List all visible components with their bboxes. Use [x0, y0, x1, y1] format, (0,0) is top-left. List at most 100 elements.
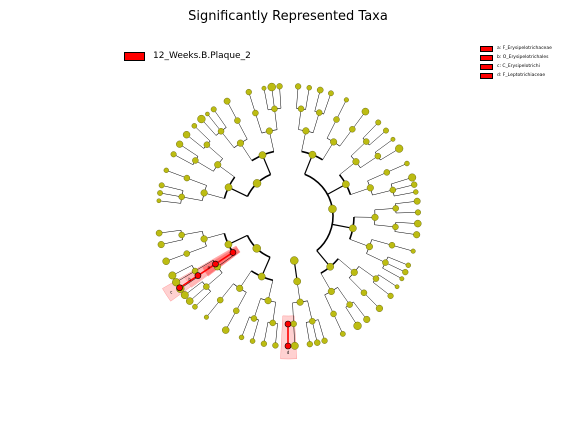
taxa-legend: a: F_Erysipelotrichaceae b: O_Erysipelot…: [480, 44, 552, 80]
taxon-node: [363, 138, 370, 145]
taxon-node: [302, 127, 310, 135]
taxon-node: [183, 174, 191, 182]
taxon-node: [157, 241, 165, 249]
significant-node: [284, 320, 292, 328]
taxon-node: [306, 341, 313, 348]
taxon-node: [168, 271, 177, 280]
group-legend: 12_Weeks.B.Plaque_2: [124, 51, 251, 61]
taxon-node: [264, 297, 272, 305]
clade-label: a: [208, 264, 211, 269]
taxon-node: [316, 109, 323, 116]
taxa-legend-row: c: C_Erysipelotrichi: [480, 62, 552, 71]
branch-line: [323, 93, 332, 115]
taxon-node: [360, 289, 368, 296]
taxon-node: [176, 140, 184, 148]
taxon-node: [252, 244, 261, 253]
branch-line: [305, 322, 311, 345]
branch-line: [324, 294, 334, 315]
branch-line: [194, 291, 211, 307]
branch-line: [186, 177, 207, 186]
taxon-node: [271, 105, 278, 113]
taxon-node: [414, 219, 422, 228]
taxon-node: [297, 105, 305, 112]
taxon-node: [353, 321, 362, 330]
taxon-node: [343, 97, 349, 103]
taxon-node: [296, 298, 304, 306]
taxon-node: [210, 106, 217, 113]
branch-line: [269, 130, 275, 152]
branch-line: [186, 246, 207, 254]
branch-line: [312, 112, 320, 133]
taxon-node: [224, 240, 233, 249]
taxa-legend-swatch: [480, 45, 493, 52]
branch-line: [298, 108, 302, 130]
branch-line: [307, 300, 313, 322]
taxon-node: [261, 85, 267, 91]
taxon-node: [217, 128, 225, 135]
branch-line: [382, 267, 402, 279]
significant-node: [284, 342, 292, 350]
branch-line: [394, 191, 416, 197]
taxa-legend-text: a: F_Erysipelotrichaceae: [497, 46, 552, 51]
branch-line: [337, 287, 350, 305]
branch-line: [363, 292, 380, 309]
branch-line: [255, 112, 262, 134]
taxa-legend-text: c: C_Erysipelotrichi: [497, 64, 540, 69]
branch-arc: [304, 173, 334, 252]
branch-line: [318, 319, 325, 341]
taxon-node: [258, 151, 267, 159]
taxon-node: [158, 182, 165, 189]
taxon-node: [238, 334, 245, 341]
taxon-node: [365, 243, 373, 251]
taxon-node: [156, 198, 162, 204]
branch-line: [386, 163, 408, 173]
taxon-node: [410, 248, 416, 254]
significant-branch: [179, 251, 234, 289]
branch-line: [371, 239, 393, 246]
branch-line: [194, 125, 211, 142]
taxon-node: [170, 151, 177, 158]
branch-line: [279, 86, 282, 109]
taxon-node: [163, 167, 169, 173]
taxon-node: [223, 97, 231, 105]
branch-line: [173, 154, 194, 165]
taxon-node: [178, 193, 185, 201]
taxon-node: [339, 331, 346, 337]
branch-line: [292, 302, 294, 324]
taxon-node: [200, 189, 208, 197]
taxon-node: [395, 144, 404, 153]
taxon-node: [383, 127, 389, 134]
clade-label: c: [170, 289, 172, 294]
significant-node: [229, 249, 237, 256]
taxon-node: [222, 326, 230, 334]
branch-line: [194, 260, 214, 272]
taxon-node: [330, 138, 338, 146]
taxon-node: [389, 186, 397, 194]
branch-line: [160, 192, 182, 198]
branch-line: [395, 212, 418, 214]
taxon-node: [383, 169, 391, 176]
taxon-node: [328, 204, 337, 214]
branch-line: [253, 298, 261, 319]
taxa-legend-text: b: O_Erysipelotrichales: [497, 55, 549, 60]
branch-line: [220, 131, 235, 148]
branch-line: [320, 273, 332, 292]
taxon-node: [392, 205, 399, 212]
taxon-node: [290, 320, 297, 328]
taxon-node: [245, 88, 252, 96]
taxon-node: [192, 157, 199, 164]
branch-line: [248, 91, 256, 114]
taxon-node: [327, 287, 335, 295]
branch-line: [296, 86, 299, 109]
taxon-node: [314, 339, 321, 346]
taxon-node: [265, 127, 273, 135]
highlight-shades: [162, 245, 297, 360]
branch-line: [360, 155, 379, 168]
taxon-node: [295, 83, 302, 90]
branch-line: [166, 170, 187, 179]
branch-line: [369, 130, 387, 146]
taxon-node: [408, 173, 417, 182]
taxon-node: [349, 224, 357, 233]
taxon-node: [342, 180, 350, 189]
branch-line: [336, 99, 347, 120]
